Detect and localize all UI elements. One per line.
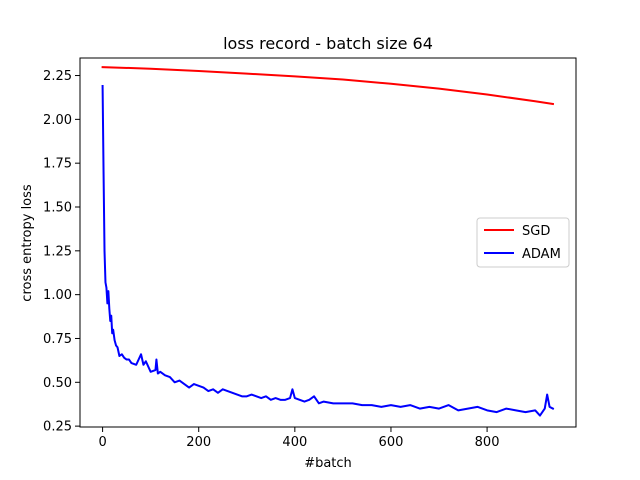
chart-title: loss record - batch size 64 xyxy=(223,34,433,53)
series-line-sgd xyxy=(101,66,555,106)
axes-frame xyxy=(79,57,577,428)
y-tick-label: 2.25 xyxy=(43,69,72,84)
x-tick-label: 200 xyxy=(186,435,211,450)
x-tick-label: 600 xyxy=(379,435,404,450)
y-tick-label: 1.75 xyxy=(43,157,72,172)
y-axis-label: cross entropy loss xyxy=(20,184,35,302)
y-tick-label: 0.25 xyxy=(43,420,72,435)
y-tick-label: 1.00 xyxy=(43,288,72,303)
y-tick-label: 1.50 xyxy=(43,201,72,216)
y-axis: 0.25 0.50 0.75 1.00 1.25 1.50 1.75 2.00 2.25 xyxy=(43,69,80,435)
x-tick-label: 800 xyxy=(475,435,500,450)
y-tick-label: 2.00 xyxy=(43,113,72,128)
x-axis: 0 200 400 600 800 xyxy=(98,427,499,450)
y-tick-label: 0.75 xyxy=(43,332,72,347)
legend: SGD ADAM xyxy=(476,217,570,268)
x-axis-label: #batch xyxy=(304,456,352,471)
legend-label-adam: ADAM xyxy=(522,247,561,262)
y-tick-label: 1.25 xyxy=(43,244,72,259)
plot-area xyxy=(101,66,555,417)
x-tick-label: 0 xyxy=(98,435,106,450)
x-tick-label: 400 xyxy=(282,435,307,450)
series-line-adam xyxy=(101,85,555,417)
y-tick-label: 0.50 xyxy=(43,376,72,391)
legend-label-sgd: SGD xyxy=(522,224,550,239)
